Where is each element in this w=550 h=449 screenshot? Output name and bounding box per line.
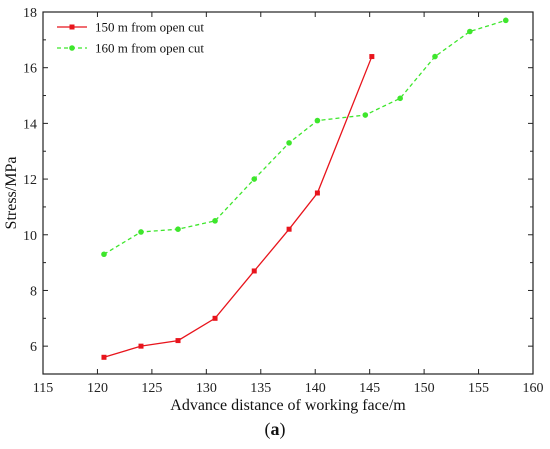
legend-marker-1 — [69, 24, 75, 30]
series-2-point — [432, 53, 438, 60]
series-1-point — [175, 338, 181, 344]
y-tick-label: 6 — [30, 340, 37, 355]
legend-label-2: 160 m from open cut — [95, 41, 204, 56]
y-tick-label: 8 — [30, 284, 37, 299]
x-tick-label: 145 — [359, 381, 380, 396]
series-2-point — [138, 229, 144, 235]
series-2-point — [101, 251, 107, 258]
x-tick-label: 160 — [523, 381, 544, 396]
x-tick-label: 140 — [305, 381, 326, 396]
series-2-point — [212, 218, 218, 224]
series-2-point — [175, 226, 181, 232]
x-tick-label: 135 — [250, 381, 271, 396]
series-1-point — [212, 315, 218, 321]
series-2-point — [467, 28, 473, 35]
y-tick-label: 14 — [23, 117, 37, 132]
legend-marker-2 — [69, 45, 75, 51]
y-axis-title: Stress/MPa — [3, 157, 20, 230]
series-1-point — [286, 226, 292, 232]
x-tick-label: 120 — [87, 381, 108, 396]
series-1-point — [138, 343, 144, 349]
series-1-point — [251, 268, 257, 274]
series-2-point — [251, 176, 258, 182]
series-2-point — [502, 17, 509, 24]
x-tick-label: 155 — [468, 381, 489, 396]
series-2-point — [362, 112, 369, 118]
x-tick-label: 150 — [414, 381, 435, 396]
series-2-point — [314, 117, 321, 124]
y-tick-label: 12 — [23, 173, 37, 188]
x-axis-title: Advance distance of working face/m — [170, 397, 406, 414]
series-1-point — [369, 54, 375, 60]
y-tick-label: 16 — [23, 62, 37, 77]
series-1-point — [314, 190, 320, 196]
x-tick-label: 125 — [141, 381, 162, 396]
x-tick-label: 130 — [196, 381, 217, 396]
x-tick-label: 115 — [33, 381, 53, 396]
figure-caption: (a) — [0, 419, 550, 440]
series-2-point — [397, 95, 403, 102]
caption-letter: a — [270, 419, 280, 439]
series-line-1 — [103, 56, 373, 358]
caption-open-paren: ( — [264, 419, 271, 439]
series-2-point — [286, 140, 292, 146]
y-tick-label: 18 — [23, 6, 37, 21]
y-tick-label: 10 — [23, 229, 37, 244]
series-1-point — [101, 354, 107, 360]
chart-svg: 115 120 125 130 135 140 145 150 155 160 6 8 10 12 14 16… — [3, 6, 544, 414]
caption-close-paren: ) — [279, 419, 286, 439]
plot-frame — [42, 11, 534, 375]
legend-label-1: 150 m from open cut — [95, 20, 204, 35]
